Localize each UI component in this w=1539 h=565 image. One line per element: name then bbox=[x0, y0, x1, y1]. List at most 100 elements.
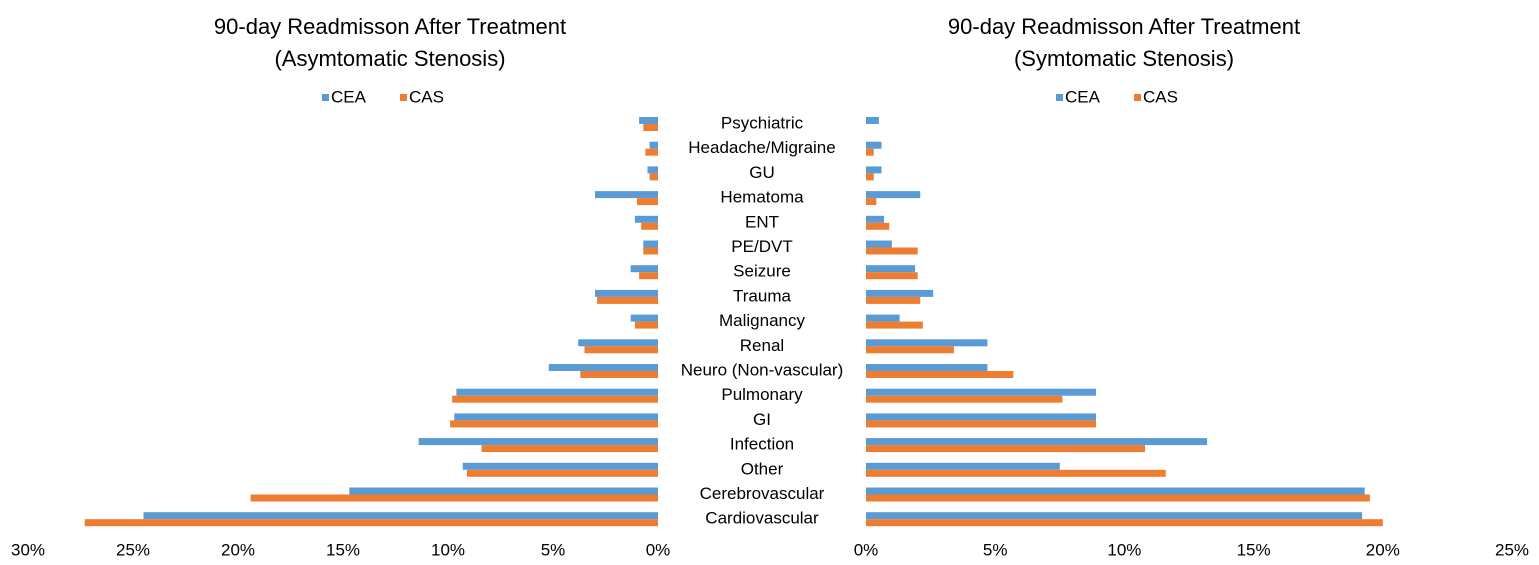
bar bbox=[462, 462, 658, 470]
bar bbox=[866, 148, 874, 156]
bar bbox=[866, 272, 918, 280]
x-tick-label: 5% bbox=[983, 540, 1008, 559]
category-label: GU bbox=[749, 163, 775, 182]
bar bbox=[866, 321, 923, 329]
x-tick-label: 0% bbox=[646, 540, 671, 559]
bar bbox=[866, 247, 918, 255]
x-tick-label: 20% bbox=[1366, 540, 1400, 559]
bar bbox=[866, 166, 882, 174]
category-label: Other bbox=[741, 459, 784, 478]
bar bbox=[866, 296, 921, 304]
legend-swatch bbox=[1056, 94, 1063, 101]
chart-title: 90-day Readmisson After Treatment bbox=[214, 14, 566, 39]
bar bbox=[580, 371, 658, 378]
bar bbox=[866, 487, 1365, 495]
x-tick-label: 0% bbox=[854, 540, 879, 559]
bar bbox=[584, 346, 658, 354]
category-label: Malignancy bbox=[719, 311, 805, 330]
category-label: ENT bbox=[745, 212, 779, 231]
x-tick-label: 5% bbox=[541, 540, 566, 559]
category-label: Neuro (Non-vascular) bbox=[681, 360, 844, 379]
bar bbox=[866, 289, 934, 297]
bar bbox=[866, 512, 1363, 520]
bar bbox=[866, 191, 921, 199]
bar bbox=[548, 364, 658, 371]
bar bbox=[634, 215, 658, 223]
bar bbox=[454, 413, 658, 421]
bar bbox=[637, 198, 658, 206]
chart-title: 90-day Readmisson After Treatment bbox=[948, 14, 1300, 39]
bar bbox=[639, 117, 658, 124]
bar bbox=[866, 445, 1146, 453]
bar bbox=[866, 371, 1014, 378]
bar bbox=[866, 339, 988, 347]
bar bbox=[349, 487, 658, 495]
bar bbox=[452, 395, 658, 403]
bar bbox=[643, 240, 658, 248]
bar bbox=[866, 494, 1370, 502]
bar bbox=[634, 321, 658, 329]
bar bbox=[418, 438, 658, 446]
x-tick-label: 10% bbox=[1107, 540, 1141, 559]
bar bbox=[866, 215, 885, 223]
bar bbox=[456, 388, 658, 396]
legend-swatch bbox=[322, 94, 329, 101]
bar bbox=[595, 191, 658, 199]
category-label: Renal bbox=[740, 336, 784, 355]
category-label: Psychiatric bbox=[721, 113, 804, 132]
x-tick-label: 10% bbox=[431, 540, 465, 559]
bar bbox=[866, 420, 1096, 428]
bar bbox=[866, 198, 877, 206]
bar bbox=[866, 519, 1383, 527]
x-tick-label: 25% bbox=[116, 540, 150, 559]
chart-subtitle: (Symtomatic Stenosis) bbox=[1014, 46, 1234, 71]
category-label: Seizure bbox=[733, 262, 791, 281]
bar bbox=[143, 512, 658, 520]
bar bbox=[866, 413, 1096, 421]
bar bbox=[595, 289, 658, 297]
x-tick-label: 25% bbox=[1495, 540, 1529, 559]
bar bbox=[866, 141, 882, 149]
category-label: Trauma bbox=[733, 286, 791, 305]
bar bbox=[639, 272, 658, 280]
bar bbox=[866, 265, 916, 273]
bar bbox=[250, 494, 658, 502]
bar bbox=[578, 339, 658, 347]
legend-label: CEA bbox=[1065, 87, 1101, 106]
bar bbox=[866, 438, 1208, 446]
bar bbox=[466, 469, 658, 477]
category-label: Hematoma bbox=[720, 188, 804, 207]
x-tick-label: 15% bbox=[1237, 540, 1271, 559]
bar bbox=[84, 519, 658, 527]
bar bbox=[649, 141, 658, 149]
bar bbox=[643, 247, 658, 255]
chart-subtitle: (Asymtomatic Stenosis) bbox=[274, 46, 505, 71]
legend-label: CEA bbox=[331, 87, 367, 106]
legend-label: CAS bbox=[1143, 87, 1178, 106]
category-label: Cerebrovascular bbox=[700, 484, 825, 503]
bar bbox=[866, 222, 890, 230]
x-tick-label: 30% bbox=[11, 540, 45, 559]
bar bbox=[866, 173, 874, 181]
bar bbox=[866, 346, 954, 354]
bar bbox=[866, 388, 1096, 396]
bar bbox=[647, 166, 658, 174]
legend-swatch bbox=[1134, 94, 1141, 101]
category-label: Infection bbox=[730, 435, 794, 454]
category-label: PE/DVT bbox=[731, 237, 792, 256]
bar bbox=[630, 314, 658, 322]
bar bbox=[866, 462, 1060, 470]
category-label: Cardiovascular bbox=[705, 509, 819, 528]
category-label: Pulmonary bbox=[721, 385, 803, 404]
bar bbox=[481, 445, 658, 453]
bar bbox=[866, 314, 900, 322]
bar bbox=[450, 420, 658, 428]
bar bbox=[866, 395, 1063, 403]
bar bbox=[597, 296, 658, 304]
bar bbox=[866, 469, 1166, 477]
category-label: Headache/Migraine bbox=[688, 138, 835, 157]
legend-swatch bbox=[400, 94, 407, 101]
bar bbox=[649, 173, 658, 181]
bar bbox=[866, 364, 988, 371]
